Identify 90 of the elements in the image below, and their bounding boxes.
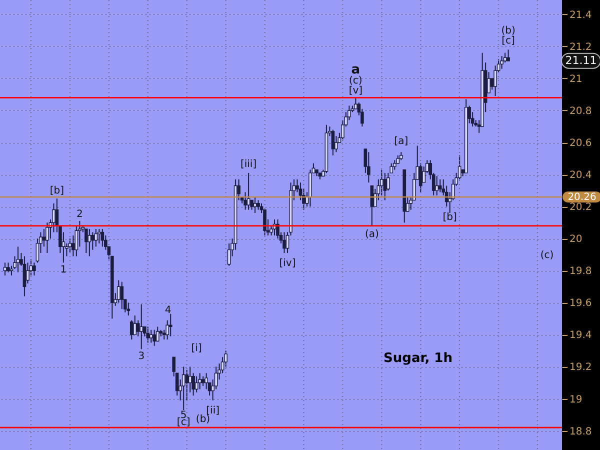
candlestick	[133, 314, 137, 336]
candlestick	[152, 329, 156, 346]
candlestick	[84, 228, 88, 254]
candlestick	[367, 152, 370, 184]
candlestick	[282, 232, 286, 254]
candlestick	[42, 228, 46, 248]
candlestick	[188, 366, 192, 393]
annotation: [v]	[348, 86, 363, 97]
candlestick	[201, 376, 205, 386]
candlestick	[149, 329, 153, 344]
candlestick	[182, 366, 186, 410]
y-tick-label: 19.6	[570, 298, 592, 310]
candlestick	[227, 242, 231, 266]
candlestick	[72, 234, 75, 257]
annotation: 2	[76, 208, 83, 220]
annotation: (c)	[349, 76, 362, 87]
candlestick	[194, 376, 198, 393]
candlestick	[120, 281, 124, 310]
y-tick-label: 19.4	[570, 330, 592, 342]
y-tick-label: 18.8	[570, 426, 592, 438]
y-tick-label: 21	[570, 74, 582, 85]
candlestick	[26, 262, 30, 284]
y-tick-label: 20.4	[570, 170, 592, 182]
candlestick	[276, 218, 280, 240]
candlestick	[22, 256, 26, 297]
candlestick	[500, 56, 504, 70]
candlestick	[244, 192, 247, 210]
annotation: [b]	[50, 186, 64, 197]
annotation: 1	[60, 264, 67, 276]
y-tick-label: 19	[570, 394, 582, 406]
candlestick	[16, 246, 20, 273]
annotation: [a]	[394, 136, 408, 148]
candlestick	[253, 196, 257, 214]
candlestick	[380, 169, 384, 196]
annotation: 4	[164, 305, 172, 316]
text: 21.11	[565, 54, 597, 67]
y-tick-label: 20.6	[570, 138, 592, 150]
annotation: 3	[138, 351, 145, 362]
candlestick	[168, 313, 172, 337]
text: Sugar, 1h	[384, 351, 452, 366]
candlestick	[100, 228, 104, 248]
y-tick-label: 19.8	[570, 266, 592, 278]
candlestick	[32, 262, 36, 276]
annotation: [iii]	[240, 158, 257, 170]
ref-line-label: 20.26	[568, 192, 596, 203]
annotation: [c]	[176, 416, 190, 428]
candlestick	[506, 49, 510, 62]
candlestick	[438, 178, 442, 193]
annotation: [c]	[502, 36, 516, 47]
candlestick	[185, 369, 188, 401]
candlestick	[392, 160, 396, 170]
y-tick-label: 20	[570, 234, 582, 246]
candlestick	[418, 162, 422, 193]
annotation: [b]	[442, 212, 458, 223]
annotation: [ii]	[206, 405, 220, 416]
candlestick	[68, 238, 72, 254]
candlestick	[126, 302, 130, 316]
y-tick-label: 21.2	[570, 42, 592, 53]
y-tick-label: 19.2	[570, 362, 592, 374]
candlestick	[175, 372, 179, 396]
candlestick	[6, 262, 10, 273]
candlestick	[98, 228, 101, 244]
candlestick	[354, 97, 358, 110]
annotation: (b)	[501, 26, 516, 37]
annotation: (b)	[196, 414, 210, 425]
candlestick	[116, 280, 120, 304]
candlestick	[204, 372, 208, 390]
candlestick	[88, 228, 92, 257]
candlestick	[140, 304, 144, 350]
candlestick	[94, 228, 98, 248]
candlestick	[246, 172, 250, 210]
candlestick	[46, 222, 49, 254]
candlestick	[74, 225, 78, 257]
y-tick-label: 20.8	[570, 106, 592, 117]
candlestick	[156, 326, 160, 342]
y-tick-label: 20.2	[570, 202, 592, 214]
annotation: (c)	[540, 250, 554, 261]
candlestick	[91, 232, 94, 250]
candlestick	[130, 320, 134, 340]
candlestick	[331, 129, 335, 156]
candlestick	[435, 176, 439, 196]
candlestick	[383, 172, 387, 201]
y-tick-label: 21.4	[570, 10, 592, 21]
annotation: [i]	[191, 343, 202, 354]
candlestick	[256, 200, 260, 210]
candlestick	[146, 326, 150, 344]
candlestick	[3, 262, 7, 276]
annotation: (a)	[364, 228, 379, 240]
candlestick	[198, 372, 202, 390]
annotation: [iv]	[279, 258, 296, 270]
